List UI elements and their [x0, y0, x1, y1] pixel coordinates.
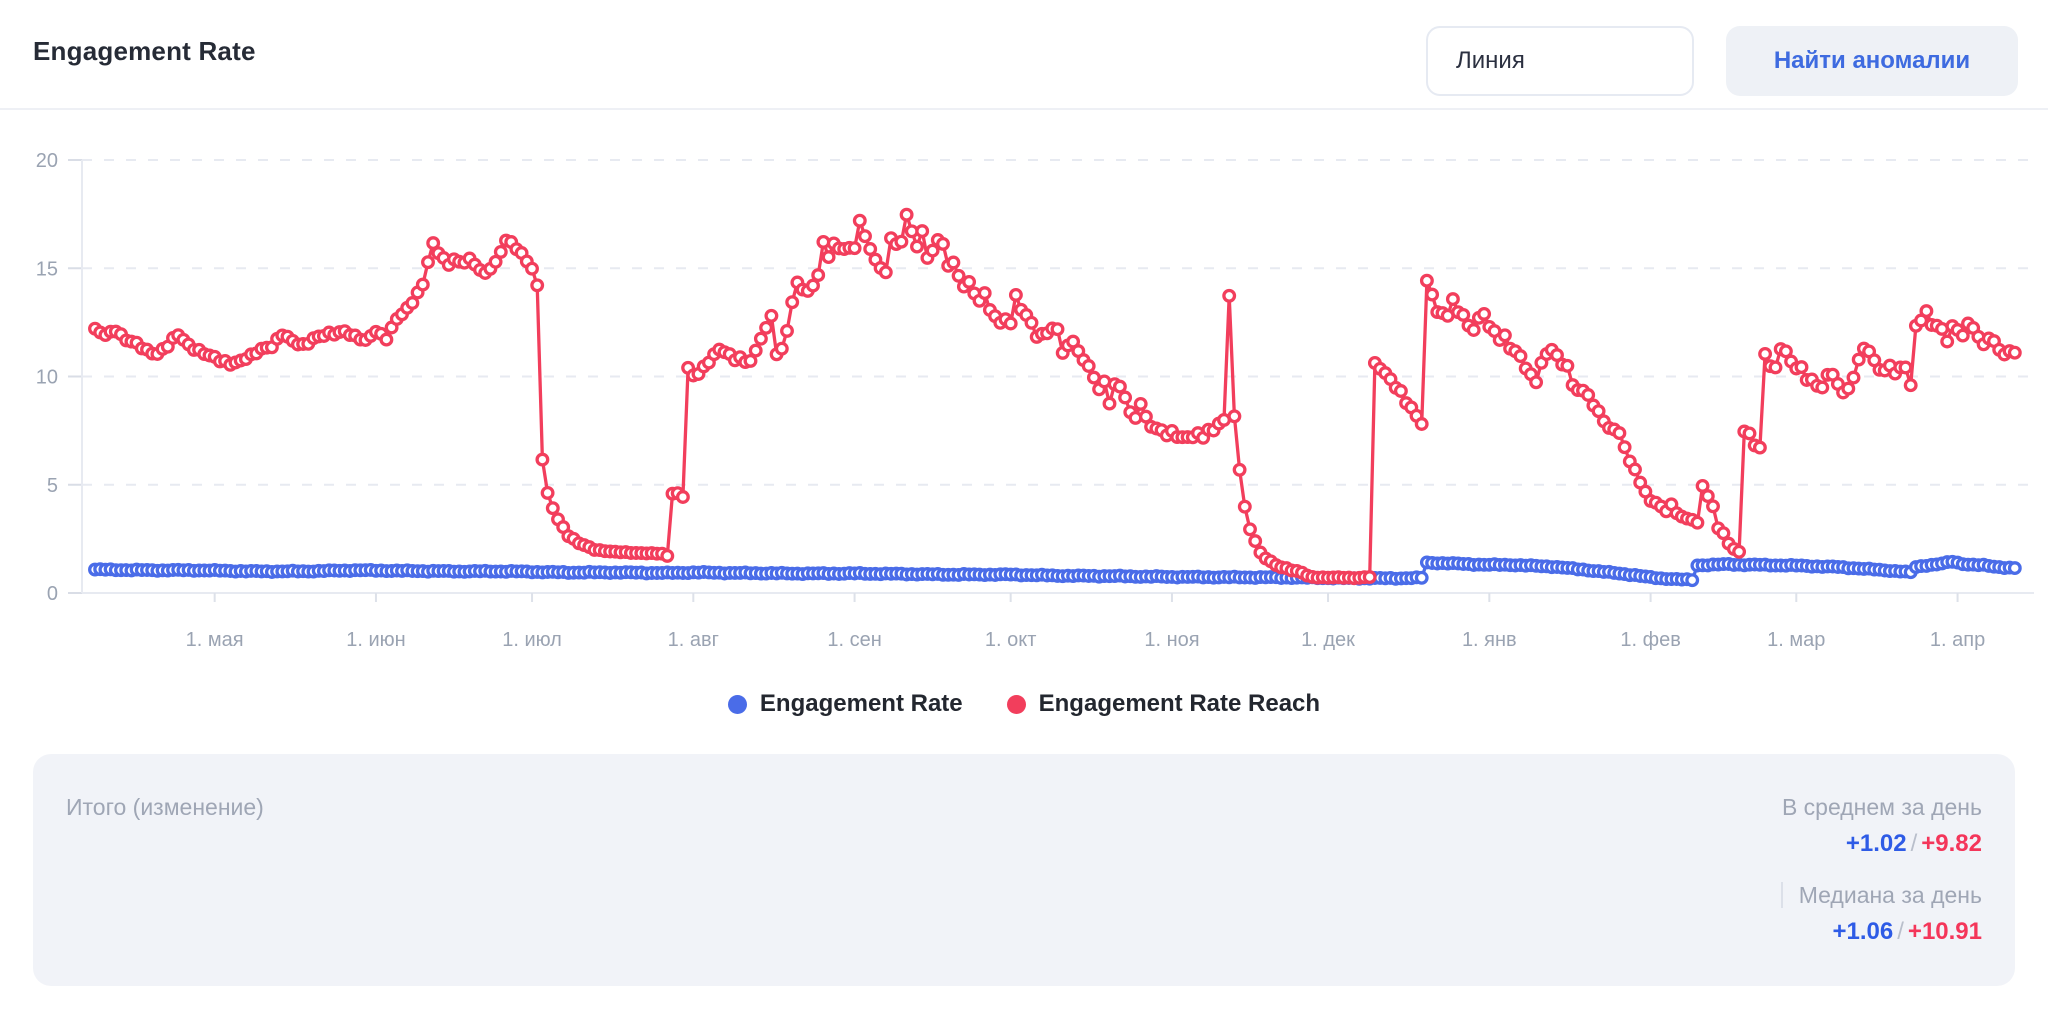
chart-legend: Engagement Rate Engagement Rate Reach: [0, 690, 2048, 718]
svg-text:1. июл: 1. июл: [502, 629, 562, 651]
average-per-day-values: +1.02/+9.82: [1781, 829, 1982, 859]
series-engagement-rate: [88, 554, 2022, 588]
svg-text:1. дек: 1. дек: [1301, 629, 1355, 651]
legend-label: Engagement Rate Reach: [1038, 690, 1321, 717]
svg-text:15: 15: [36, 258, 58, 280]
blue-dot-icon: [727, 694, 747, 714]
legend-item-engagement-rate[interactable]: Engagement Rate: [727, 690, 963, 718]
value-separator: /: [1910, 830, 1918, 857]
find-anomalies-label: Найти аномалии: [1773, 47, 1971, 74]
svg-text:1. апр: 1. апр: [1930, 629, 1985, 651]
median-per-day-row: Медиана за день: [1780, 880, 1982, 910]
svg-text:20: 20: [36, 150, 58, 172]
widget-header: Engagement Rate Линия Найти аномалии: [0, 0, 2048, 110]
y-axis-labels: 0 5 10 15 20: [36, 150, 58, 605]
legend-item-engagement-rate-reach[interactable]: Engagement Rate Reach: [1006, 690, 1321, 718]
svg-text:10: 10: [36, 367, 58, 389]
chart-type-select[interactable]: Линия: [1426, 26, 1694, 96]
svg-text:1. сен: 1. сен: [827, 629, 881, 651]
vertical-divider: [1780, 882, 1783, 908]
median-per-day-values: +1.06/+10.91: [1781, 917, 1982, 947]
svg-text:1. окт: 1. окт: [985, 629, 1037, 651]
page-title: Engagement Rate: [33, 36, 256, 66]
average-red-value: +9.82: [1921, 830, 1982, 857]
summary-stats: В среднем за день +1.02/+9.82 Медиана за…: [1780, 792, 1982, 947]
x-axis-ticks: [213, 593, 1959, 602]
median-red-value: +10.91: [1907, 918, 1982, 945]
svg-text:1. мая: 1. мая: [186, 629, 244, 651]
summary-title: Итого (изменение): [66, 794, 264, 820]
value-separator: /: [1897, 918, 1904, 945]
svg-text:1. авг: 1. авг: [668, 629, 719, 651]
find-anomalies-button[interactable]: Найти аномалии: [1726, 26, 2018, 96]
average-blue-value: +1.02: [1845, 830, 1907, 857]
svg-text:1. июн: 1. июн: [346, 629, 405, 651]
x-axis-labels: 1. мая 1. июн 1. июл 1. авг 1. сен 1. окт 1. н…: [186, 629, 1986, 651]
summary-panel: Итого (изменение) В среднем за день +1.0…: [33, 754, 2015, 986]
chart-type-value: Линия: [1456, 47, 1525, 74]
median-per-day-label: Медиана за день: [1798, 882, 1982, 908]
svg-text:0: 0: [47, 583, 58, 605]
median-blue-value: +1.06: [1832, 918, 1894, 945]
svg-text:1. янв: 1. янв: [1462, 629, 1517, 651]
svg-text:1. фев: 1. фев: [1620, 629, 1680, 651]
svg-text:1. ноя: 1. ноя: [1144, 629, 1199, 651]
red-dot-icon: [1006, 694, 1026, 714]
average-per-day-label: В среднем за день: [1781, 794, 1982, 820]
svg-text:1. мар: 1. мар: [1767, 629, 1825, 651]
legend-label: Engagement Rate: [759, 690, 963, 717]
series-engagement-rate-reach: [88, 207, 2022, 586]
y-gridlines: [68, 159, 2034, 594]
svg-text:5: 5: [47, 475, 58, 497]
